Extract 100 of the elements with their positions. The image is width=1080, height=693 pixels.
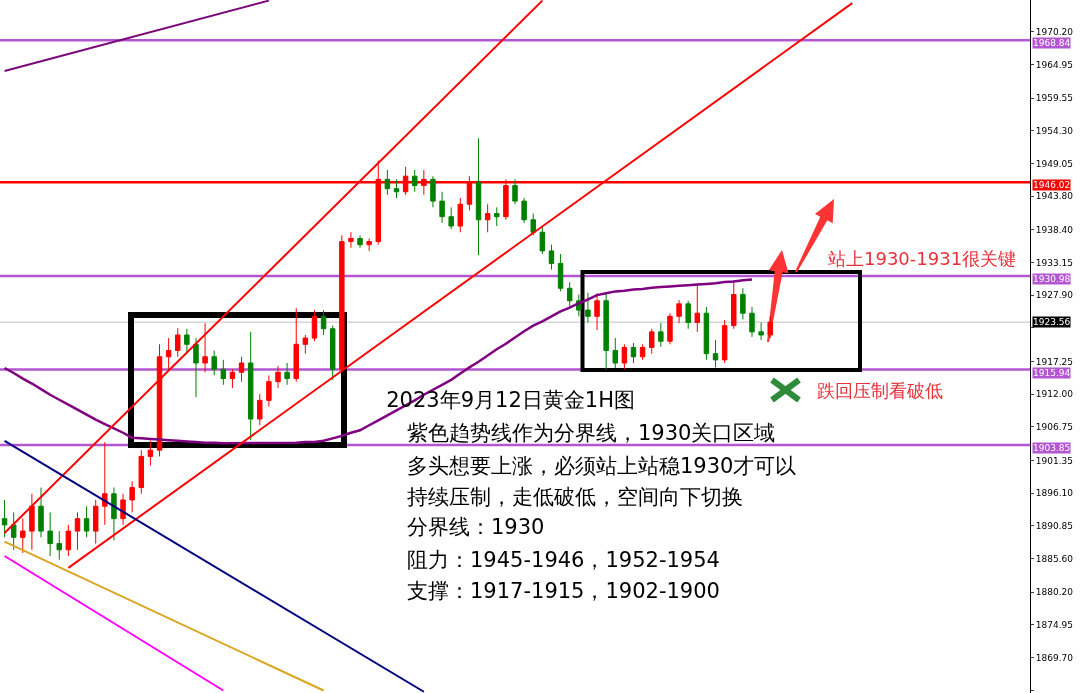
candlestick [557,253,564,292]
candlestick [767,315,773,339]
candlestick [184,328,190,355]
candlestick [1,499,8,538]
candlestick [211,350,217,376]
candlestick [357,234,363,249]
candlestick [621,343,628,370]
annotation: 站上1930-1931很关键 [828,248,1017,269]
candlestick [74,511,81,551]
candlestick [393,178,400,199]
candlestick [530,213,536,236]
annotation: 支撑：1917-1915，1902-1900 [407,579,720,603]
candlestick [348,231,354,249]
y-tick-label: 1959.55 [1035,93,1074,104]
candlestick [111,487,117,541]
candlestick [229,368,236,389]
candlestick [648,328,655,355]
ref-line-label: 1903.85 [1033,443,1071,453]
y-tick-label: 1938.40 [1035,224,1074,235]
y-tick-label: 1954.30 [1035,125,1074,136]
annotation: 阻力：1945-1946，1952-1954 [407,548,720,572]
candlestick [129,480,135,513]
candlestick [175,327,181,358]
candlestick [430,175,436,208]
candlestick [65,524,72,557]
candlestick [366,237,372,252]
candlestick [284,362,290,386]
candlestick [740,287,746,320]
candlestick [384,169,391,196]
y-tick-label: 1896.10 [1035,488,1074,499]
y-tick-label: 1917.25 [1035,356,1074,367]
ref-line-label: 1923.56 [1033,317,1071,327]
candlestick [758,322,764,341]
annotation: 多头想要上涨，必须站上站稳1930才可以 [407,454,797,478]
y-tick-label: 1943.80 [1035,191,1074,202]
candlestick [293,307,299,383]
y-tick-label: 1906.75 [1035,421,1074,432]
y-tick-label: 1885.60 [1035,553,1074,564]
candlestick [630,342,637,364]
y-tick-label: 1912.00 [1035,389,1074,400]
candlestick [721,319,728,364]
candlestick [712,339,719,368]
candlestick [448,206,454,230]
candlestick [20,518,26,554]
candlestick [685,300,691,330]
candlestick [603,291,609,371]
candlestick [102,441,108,526]
candlestick [521,197,527,224]
candlestick [302,334,309,355]
y-tick-label: 1970.20 [1035,26,1074,37]
candlestick [193,337,199,398]
y-tick-label: 1964.95 [1035,59,1074,70]
candlestick [548,244,555,271]
candlestick [247,331,254,441]
candlestick [494,206,500,227]
y-tick-label: 1901.35 [1035,455,1074,466]
y-tick-label: 1869.70 [1035,652,1074,663]
candlestick [566,281,573,308]
candlestick [658,322,664,348]
candlestick [83,505,90,538]
candlestick [667,312,673,345]
candlestick [275,365,281,389]
candlestick [475,137,482,256]
candlestick [329,325,336,381]
candlestick [56,530,62,561]
candlestick [439,191,445,224]
candlestick [38,487,44,538]
candlestick [484,203,491,233]
candlestick [594,292,600,331]
y-tick-label: 1927.90 [1035,290,1074,301]
y-tick-label: 1933.15 [1035,257,1074,268]
candlestick [165,337,172,370]
y-tick-label: 1880.20 [1035,587,1074,598]
candlestick [138,449,145,495]
candlestick [320,309,327,336]
candlestick [457,197,464,233]
candlestick [676,299,682,324]
candlestick [311,309,318,342]
candlestick [47,511,53,557]
candlestick [220,359,227,386]
candlestick [339,234,345,373]
annotation: 持续压制，走低破低，空间向下切换 [407,485,743,509]
candlestick [749,306,755,338]
annotation: 分界线：1930 [407,515,545,539]
candlestick [412,169,418,193]
candlestick [694,284,701,333]
ref-line-label: 1930.98 [1033,274,1071,284]
ref-line-label: 1915.94 [1033,368,1071,378]
candlestick [585,292,591,324]
candlestick [612,337,618,369]
candlestick [147,440,154,467]
candlestick [238,356,245,383]
candlestick [639,343,646,361]
candlestick [703,306,710,361]
candlestick [202,322,208,373]
candlestick [266,374,272,408]
y-tick-label: 1874.95 [1035,619,1074,630]
candlestick [92,499,99,545]
candlestick [539,225,546,255]
candlestick [512,178,518,205]
